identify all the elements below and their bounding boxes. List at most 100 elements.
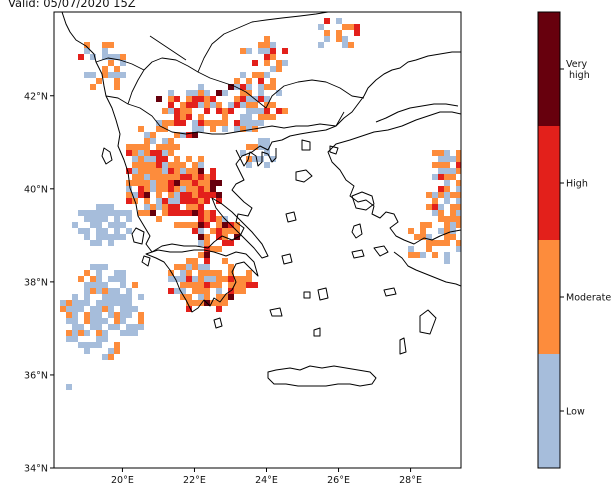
risk-cell [162,156,168,162]
colorbar-label: Very [566,59,588,70]
risk-cell [480,186,486,192]
risk-cell [216,90,222,96]
risk-cell [210,192,216,198]
risk-cell [102,306,108,312]
risk-cell [186,258,192,264]
colorbar-segment [538,126,560,240]
risk-cell [270,102,276,108]
risk-cell [204,120,210,126]
risk-cell [180,120,186,126]
risk-cell [174,186,180,192]
risk-cell [132,144,138,150]
risk-cell [78,324,84,330]
risk-cell [222,240,228,246]
risk-cell [168,144,174,150]
risk-cell [444,198,450,204]
paros-coastline [303,291,311,299]
risk-cell [84,228,90,234]
risk-cell [468,198,474,204]
risk-cell [84,318,90,324]
risk-cell [180,282,186,288]
risk-cell [264,54,270,60]
risk-cell [84,42,90,48]
risk-cell [432,204,438,210]
risk-cell [186,132,192,138]
risk-cell [102,294,108,300]
risk-cell [204,186,210,192]
risk-cell [408,252,414,258]
risk-cell [174,162,180,168]
risk-cell [156,96,162,102]
risk-cell [126,306,132,312]
risk-cell [132,162,138,168]
risk-cell [204,174,210,180]
risk-cell [258,90,264,96]
risk-cell [138,192,144,198]
risk-cell [186,180,192,186]
risk-cell [336,36,342,42]
risk-cell [132,330,138,336]
risk-cell [246,162,252,168]
risk-cell [186,300,192,306]
risk-cell [198,222,204,228]
risk-cell [204,108,210,114]
risk-cell [240,282,246,288]
ikaria-coastline [351,249,365,259]
country-borders [95,12,365,135]
risk-cell [462,210,468,216]
risk-cell [78,228,84,234]
risk-cell [114,66,120,72]
risk-cell [114,228,120,234]
risk-cell [192,210,198,216]
risk-cell [72,336,78,342]
risk-cell [264,60,270,66]
risk-cell [438,204,444,210]
risk-cell [150,162,156,168]
risk-cell [246,84,252,90]
risk-cell [276,66,282,72]
risk-cell [264,36,270,42]
risk-cell [168,120,174,126]
risk-cell [114,312,120,318]
risk-cell [180,174,186,180]
risk-cell [114,216,120,222]
risk-cell [264,48,270,54]
risk-cell [90,312,96,318]
risk-cell [228,240,234,246]
risk-cell [132,180,138,186]
risk-cell [456,198,461,204]
risk-cell [426,192,432,198]
risk-cell [444,186,450,192]
risk-cell [114,294,120,300]
risk-cell [444,252,450,258]
santorini-coastline [313,327,321,337]
risk-cell [84,216,90,222]
risk-cell [432,210,438,216]
risk-cell [354,24,360,30]
risk-cell [258,114,264,120]
risk-cell [162,174,168,180]
naxos-coastline [317,287,329,301]
risk-cell [144,192,150,198]
risk-cell [108,324,114,330]
risk-cell [138,324,144,330]
risk-cell [474,162,480,168]
risk-cell [120,312,126,318]
risk-cell [204,222,210,228]
risk-cell [240,276,246,282]
risk-cell [186,192,192,198]
risk-cell [462,162,468,168]
risk-cell [222,126,228,132]
risk-cell [204,90,210,96]
risk-cell [264,138,270,144]
risk-cell [72,312,78,318]
risk-cell [204,288,210,294]
risk-cell [186,210,192,216]
risk-cell [156,144,162,150]
risk-cell [114,270,120,276]
risk-cell [432,252,438,258]
risk-cell [180,192,186,198]
risk-cell [144,168,150,174]
risk-cell [198,300,204,306]
risk-cell [72,294,78,300]
